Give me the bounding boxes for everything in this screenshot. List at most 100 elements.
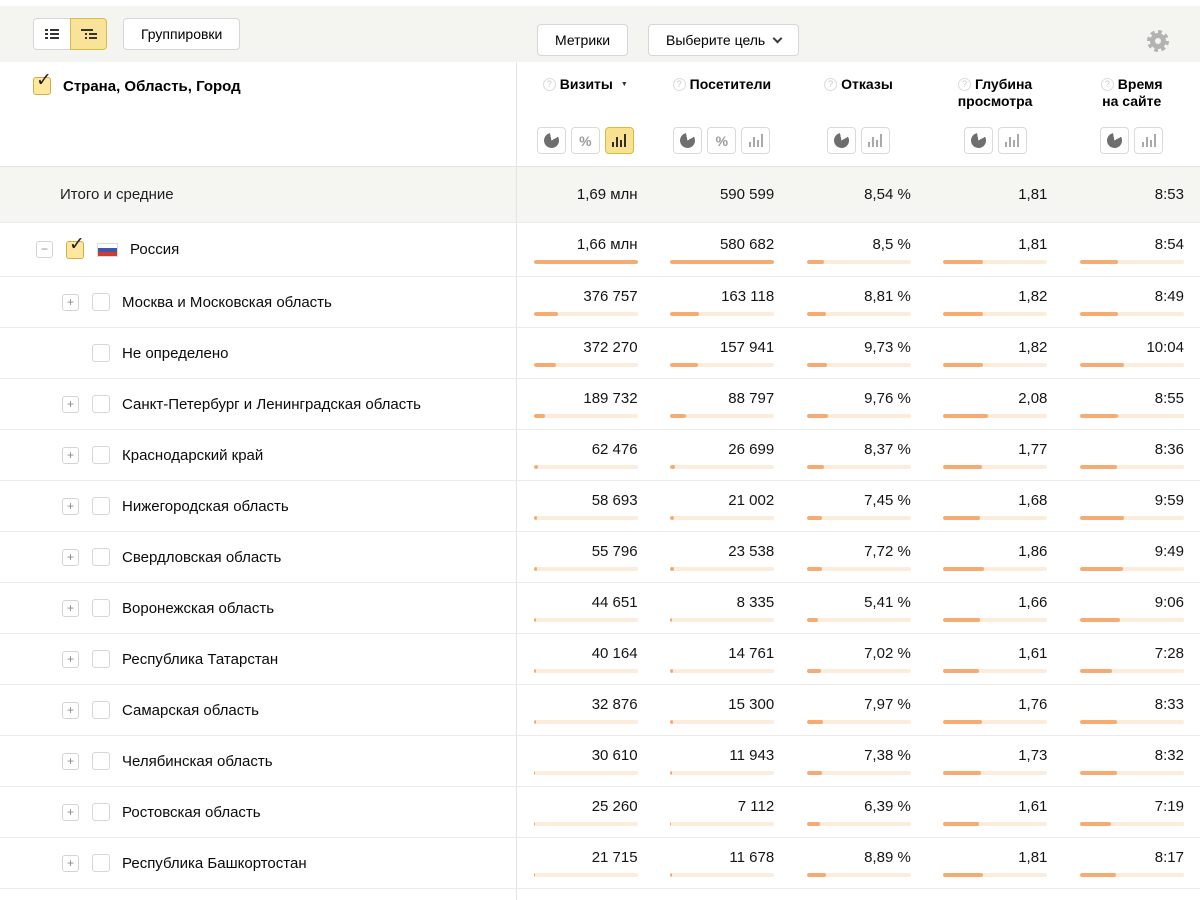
metric-bar — [1080, 567, 1184, 571]
metric-value: 26 699 — [728, 441, 775, 458]
metric-bar — [806, 822, 911, 826]
groupings-button[interactable]: Группировки — [123, 18, 241, 50]
row-checkbox[interactable] — [92, 293, 110, 311]
totals-value-cell: 8:53 — [1063, 167, 1200, 222]
metric-bar-fill — [533, 822, 536, 826]
metric-bar — [533, 822, 638, 826]
metric-bar-fill — [670, 720, 673, 724]
metric-bar — [670, 720, 775, 724]
expand-button[interactable]: + — [62, 701, 79, 719]
totals-value: 8:53 — [1154, 186, 1184, 203]
metric-view-pie-button[interactable] — [673, 127, 703, 154]
metric-value: 8:33 — [1154, 696, 1184, 713]
metric-view-bars-button[interactable] — [997, 127, 1027, 154]
row-checkbox[interactable] — [92, 599, 110, 617]
bar-chart-icon — [612, 134, 627, 147]
totals-value: 1,69 млн — [576, 186, 638, 203]
metric-view-pie-button[interactable] — [963, 127, 993, 154]
expand-button[interactable]: + — [62, 803, 79, 821]
metric-bar — [806, 873, 911, 877]
metric-value-cell: 1,81 — [927, 838, 1064, 888]
metric-value: 7:28 — [1154, 645, 1184, 662]
pie-chart-icon — [542, 131, 561, 150]
row-checkbox[interactable] — [92, 803, 110, 821]
metric-value: 8:17 — [1154, 849, 1184, 866]
metric-value: 157 941 — [719, 339, 775, 356]
row-checkbox[interactable] — [92, 650, 110, 668]
metrics-button[interactable]: Метрики — [537, 24, 629, 56]
expand-button[interactable]: + — [62, 599, 79, 617]
row-checkbox[interactable] — [92, 497, 110, 515]
metric-bar-fill — [1080, 618, 1120, 622]
metric-bar-fill — [533, 771, 536, 775]
metric-value: 9:06 — [1154, 594, 1184, 611]
expand-button[interactable]: + — [62, 395, 79, 413]
metric-value-cell: 58 693 — [517, 481, 654, 531]
row-checkbox[interactable] — [66, 233, 85, 259]
metric-value-cell: 1,82 — [927, 277, 1064, 327]
row-checkbox[interactable] — [92, 446, 110, 464]
metric-bar — [670, 259, 775, 264]
expand-button[interactable]: + — [62, 497, 79, 515]
row-checkbox[interactable] — [92, 701, 110, 719]
expand-button[interactable]: + — [62, 446, 79, 464]
metric-bar — [943, 669, 1048, 673]
row-checkbox[interactable] — [92, 548, 110, 566]
metric-bar — [1080, 720, 1184, 724]
pie-chart-icon — [1105, 131, 1124, 150]
select-goal-button[interactable]: Выберите цель — [648, 24, 800, 56]
metric-view-bars-button[interactable] — [860, 127, 890, 154]
metric-value: 21 715 — [591, 849, 638, 866]
metric-view-pie-button[interactable] — [826, 127, 856, 154]
help-question-icon: ? — [542, 78, 556, 91]
row-label: Краснодарский край — [122, 446, 264, 464]
metric-value-cell: 11 678 — [654, 838, 791, 888]
row-checkbox[interactable] — [92, 752, 110, 770]
metric-bar — [533, 720, 638, 724]
metric-value-cell: 8,37 % — [790, 430, 927, 480]
tree-view-button[interactable] — [70, 18, 107, 50]
metric-value: 1,61 — [1018, 798, 1048, 815]
metric-value: 7,45 % — [864, 492, 911, 509]
metric-view-pie-button[interactable] — [536, 127, 566, 154]
row-checkbox[interactable] — [92, 344, 110, 362]
expand-button[interactable]: + — [62, 650, 79, 668]
settings-gear-icon[interactable] — [1147, 30, 1169, 52]
metric-bar — [943, 567, 1048, 571]
row-checkbox[interactable] — [92, 395, 110, 413]
metric-bar — [670, 822, 775, 826]
metric-bar — [806, 720, 911, 724]
table-row: + Нижегородская область 58 693 21 002 7,45 %… — [0, 480, 1200, 531]
help-question-icon: ? — [957, 78, 971, 91]
metric-value-cell: 21 715 — [517, 838, 654, 888]
metric-bar — [806, 771, 911, 775]
metric-value: 10:04 — [1146, 339, 1184, 356]
table-row: + Краснодарский край 62 476 26 699 8,37 % 1,7… — [0, 429, 1200, 480]
list-view-button[interactable] — [33, 18, 70, 50]
metric-bar-fill — [533, 873, 535, 877]
metric-view-bars-button[interactable] — [1134, 127, 1164, 154]
metric-view-bars-button[interactable] — [604, 127, 634, 154]
metric-value: 1,86 — [1018, 543, 1048, 560]
metric-value-cell: 1,82 — [927, 328, 1064, 378]
metric-value-cell: 5,41 % — [790, 583, 927, 633]
metric-value-cell: 8,89 % — [790, 838, 927, 888]
metric-value-cell: 8:54 — [1063, 223, 1200, 276]
dimension-checkbox[interactable] — [33, 69, 52, 95]
expand-button[interactable]: + — [62, 293, 79, 311]
collapse-button[interactable]: − — [36, 241, 53, 258]
row-checkbox[interactable] — [92, 854, 110, 872]
expand-button[interactable]: + — [62, 854, 79, 872]
metric-bar-fill — [1080, 414, 1119, 418]
metric-view-percent-button[interactable]: % — [707, 127, 737, 154]
metric-view-pie-button[interactable] — [1100, 127, 1130, 154]
expand-button[interactable]: + — [62, 752, 79, 770]
metric-view-percent-button[interactable]: % — [570, 127, 600, 154]
table-row: − Россия 1,66 млн 580 682 8,5 % 1,81 8:54 — [0, 222, 1200, 276]
metric-view-bars-button[interactable] — [741, 127, 771, 154]
totals-value-cell: 1,81 — [927, 167, 1064, 222]
expand-button[interactable]: + — [62, 548, 79, 566]
metric-value-cell: 1,61 — [927, 787, 1064, 837]
sort-desc-icon[interactable]: ▼ — [620, 81, 628, 88]
metric-value: 8,81 % — [864, 288, 911, 305]
